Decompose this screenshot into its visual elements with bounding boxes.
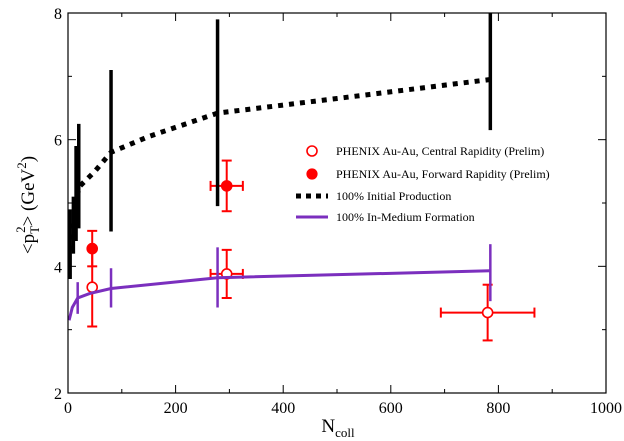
legend-item-forward: PHENIX Au-Au, Forward Rapidity (Prelim) <box>306 167 550 181</box>
x-tick-label: 0 <box>64 400 72 417</box>
legend-label-central: PHENIX Au-Au, Central Rapidity (Prelim) <box>336 144 544 158</box>
x-tick-label: 1000 <box>590 400 622 417</box>
legend-label-forward: PHENIX Au-Au, Forward Rapidity (Prelim) <box>336 167 550 181</box>
y-tick-label: 8 <box>54 6 62 23</box>
x-axis-title: Ncoll <box>321 416 355 440</box>
forward-data-point <box>220 180 233 192</box>
plot-area <box>67 13 536 342</box>
x-tick-label: 400 <box>271 400 295 417</box>
series-0 <box>86 246 536 342</box>
legend-marker-filled-circle <box>306 168 318 180</box>
x-axis-title-sub: coll <box>335 425 355 440</box>
legend-marker-open-circle <box>306 145 318 157</box>
plot-frame <box>67 12 607 394</box>
y-axis-title: <pT2> (GeV2) <box>13 156 42 254</box>
x-tick-label: 200 <box>164 400 188 417</box>
legend: PHENIX Au-Au, Central Rapidity (Prelim) … <box>296 144 550 224</box>
in-medium-line <box>67 269 491 321</box>
initial-production-line <box>67 77 491 251</box>
y-tick-label: 6 <box>54 133 62 150</box>
series-2 <box>67 13 493 279</box>
legend-item-central: PHENIX Au-Au, Central Rapidity (Prelim) <box>306 144 544 158</box>
y-tick-label: 2 <box>54 386 62 403</box>
central-data-point <box>481 306 494 319</box>
legend-label-initial: 100% Initial Production <box>336 189 451 203</box>
legend-label-inmedium: 100% In-Medium Formation <box>336 210 475 224</box>
forward-data-point <box>86 242 99 255</box>
series-1 <box>86 159 244 268</box>
y-tick-label: 4 <box>54 259 62 276</box>
legend-item-initial: 100% Initial Production <box>296 189 451 203</box>
x-tick-label: 600 <box>379 400 403 417</box>
axes: 0 200 400 600 800 1000 2 4 6 8 <box>54 6 622 417</box>
series-3 <box>67 244 492 321</box>
legend-item-inmedium: 100% In-Medium Formation <box>296 210 475 224</box>
x-tick-label: 800 <box>486 400 510 417</box>
